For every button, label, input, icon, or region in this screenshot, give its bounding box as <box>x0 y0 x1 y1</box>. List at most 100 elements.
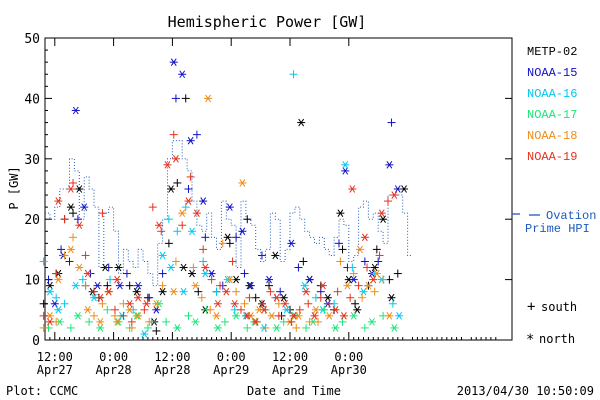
point-noaa-18 <box>75 263 84 272</box>
point-noaa-15 <box>232 233 241 242</box>
x-tick-label-time: 12:00 <box>272 350 308 364</box>
point-noaa-18 <box>204 94 213 103</box>
point-noaa-19 <box>230 299 239 308</box>
point-metp-02 <box>173 178 182 187</box>
point-noaa-16 <box>106 275 115 284</box>
point-noaa-19 <box>310 312 319 320</box>
point-noaa-16 <box>348 263 357 272</box>
point-metp-02 <box>66 203 75 211</box>
point-noaa-19 <box>171 155 180 163</box>
point-noaa-19 <box>83 269 92 278</box>
point-noaa-19 <box>243 312 252 320</box>
point-metp-02 <box>164 239 173 248</box>
point-noaa-17 <box>220 317 229 326</box>
point-noaa-18 <box>336 257 345 266</box>
point-noaa-18 <box>145 317 154 326</box>
point-noaa-17 <box>331 324 340 332</box>
point-noaa-18 <box>225 275 234 284</box>
chart-title: Hemispheric Power [GW] <box>168 13 367 31</box>
footer-left: Plot: CCMC <box>6 384 78 398</box>
point-noaa-19 <box>184 197 193 205</box>
point-noaa-19 <box>346 293 355 302</box>
point-noaa-15 <box>122 269 131 278</box>
point-noaa-19 <box>377 209 386 217</box>
x-axis-ticks: 12:00Apr270:00Apr2812:00Apr280:00Apr2912… <box>37 38 497 377</box>
point-metp-02 <box>353 306 362 314</box>
point-noaa-19 <box>216 281 225 290</box>
point-noaa-19 <box>363 263 372 272</box>
point-noaa-15 <box>158 269 167 278</box>
point-noaa-18 <box>158 281 167 290</box>
point-noaa-16 <box>54 306 63 314</box>
point-noaa-15 <box>134 281 143 290</box>
x-tick-label-date: Apr28 <box>154 363 190 377</box>
point-noaa-18 <box>305 317 314 326</box>
point-noaa-19 <box>272 293 281 302</box>
point-metp-02 <box>179 263 188 272</box>
legend-south-symbol: + <box>527 299 535 315</box>
legend-entry-noaa-18: NOAA-18 <box>527 129 577 143</box>
point-noaa-15 <box>225 203 234 211</box>
point-noaa-19 <box>289 312 298 320</box>
point-noaa-18 <box>96 318 105 326</box>
point-noaa-19 <box>237 305 245 314</box>
point-noaa-18 <box>39 323 48 332</box>
point-noaa-18 <box>191 281 200 290</box>
point-noaa-16 <box>140 330 149 338</box>
x-axis-label: Date and Time <box>247 384 341 398</box>
point-noaa-19 <box>266 287 275 296</box>
point-noaa-15 <box>393 185 402 193</box>
point-noaa-17 <box>349 312 358 320</box>
point-noaa-17 <box>213 324 222 332</box>
ovation-hpi-path <box>45 140 413 287</box>
y-tick-label: 40 <box>24 92 40 107</box>
point-noaa-17 <box>338 317 347 326</box>
point-noaa-19 <box>281 299 290 308</box>
point-noaa-18 <box>311 306 320 314</box>
y-tick-label: 30 <box>24 153 40 168</box>
point-noaa-19 <box>331 306 340 314</box>
x-tick-label-date: Apr28 <box>96 363 132 377</box>
point-noaa-16 <box>341 161 350 169</box>
point-noaa-17 <box>243 323 252 332</box>
point-noaa-19 <box>390 191 399 199</box>
point-noaa-19 <box>186 172 195 181</box>
point-noaa-17 <box>272 324 281 332</box>
point-noaa-17 <box>73 312 82 320</box>
point-noaa-17 <box>143 323 152 332</box>
point-metp-02 <box>243 215 252 224</box>
point-noaa-18 <box>81 281 90 290</box>
point-noaa-19 <box>222 287 231 296</box>
point-noaa-16 <box>164 215 173 224</box>
point-noaa-15 <box>152 306 161 314</box>
point-metp-02 <box>114 263 123 272</box>
x-tick-label-date: Apr29 <box>272 363 308 377</box>
point-noaa-19 <box>60 215 69 224</box>
point-metp-02 <box>323 293 332 302</box>
point-noaa-19 <box>113 275 122 284</box>
point-noaa-17 <box>360 323 369 332</box>
point-noaa-18 <box>364 281 373 290</box>
point-noaa-15 <box>73 215 82 224</box>
point-noaa-16 <box>212 287 221 296</box>
point-noaa-15 <box>265 275 274 284</box>
point-noaa-16 <box>201 269 210 278</box>
point-noaa-15 <box>50 299 59 308</box>
point-noaa-16 <box>78 275 87 284</box>
point-noaa-19 <box>213 299 222 308</box>
y-tick-label: 20 <box>24 213 40 228</box>
point-metp-02 <box>271 251 280 260</box>
point-noaa-16 <box>45 287 54 296</box>
point-noaa-15 <box>199 197 208 205</box>
legend-entry-noaa-16: NOAA-16 <box>527 87 577 101</box>
point-metp-02 <box>158 287 167 296</box>
point-noaa-18 <box>169 287 178 296</box>
point-noaa-19 <box>39 311 48 320</box>
point-metp-02 <box>223 233 232 242</box>
point-noaa-15 <box>238 227 247 236</box>
point-noaa-15 <box>341 167 350 175</box>
point-noaa-18 <box>212 312 221 320</box>
point-noaa-19 <box>295 305 304 314</box>
point-metp-02 <box>338 245 347 254</box>
point-metp-02 <box>379 215 388 223</box>
